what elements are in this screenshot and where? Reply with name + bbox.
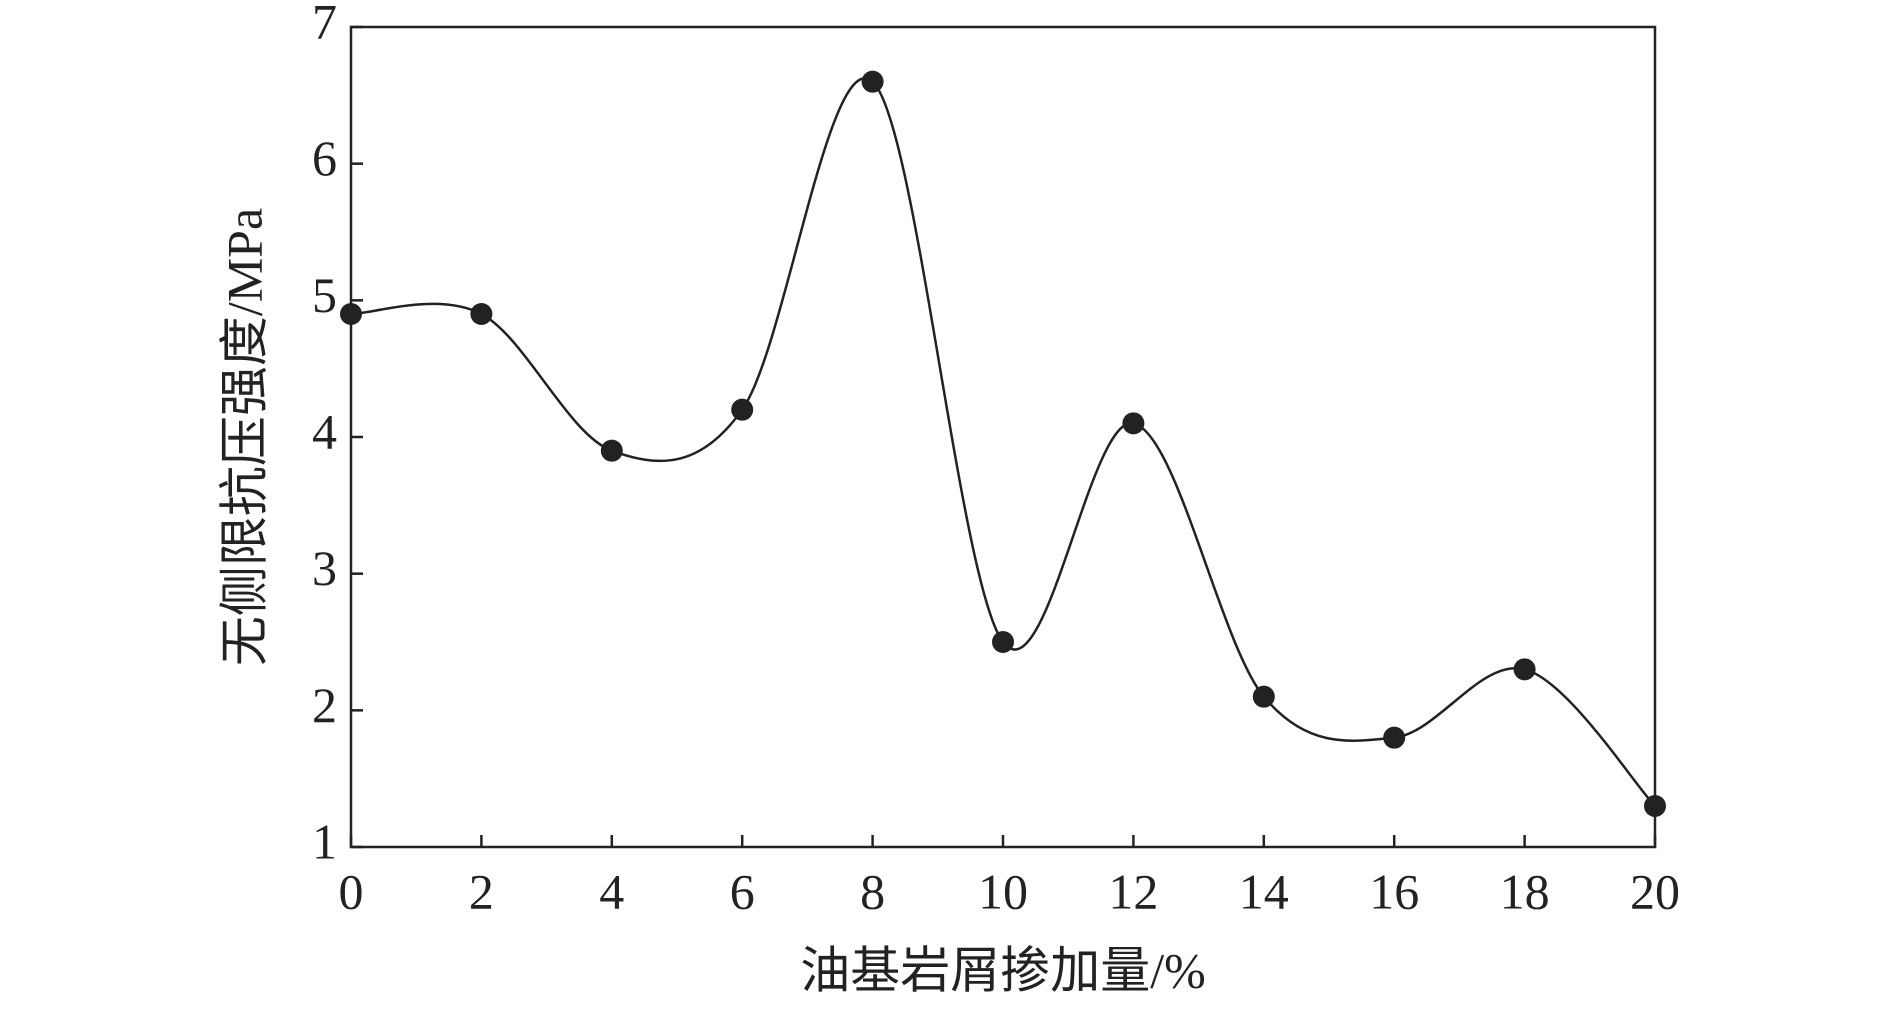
y-tick-label: 6 — [312, 130, 337, 186]
data-point — [470, 303, 493, 325]
y-tick-label: 4 — [312, 403, 337, 459]
data-point — [1122, 412, 1145, 435]
data-point — [1383, 726, 1406, 749]
y-tick-label: 3 — [312, 540, 337, 596]
x-tick-label: 8 — [860, 863, 885, 919]
x-tick-label: 6 — [730, 863, 755, 919]
data-point — [600, 439, 623, 462]
x-tick-label: 16 — [1369, 863, 1419, 919]
data-point — [731, 398, 754, 421]
plot-frame — [349, 25, 1657, 849]
x-tick-label: 0 — [339, 863, 364, 919]
data-point — [992, 631, 1014, 653]
y-tick-label: 1 — [312, 813, 337, 869]
x-axis-label: 油基岩屑掺加量/% — [800, 942, 1206, 998]
x-tick-label: 14 — [1239, 863, 1289, 919]
data-point — [1513, 658, 1536, 681]
data-point — [1644, 795, 1666, 817]
x-tick-label: 2 — [469, 863, 494, 919]
y-axis-label: 无侧限抗压强度/MPa — [216, 208, 272, 666]
data-point — [861, 70, 884, 93]
x-tick-label: 10 — [978, 863, 1028, 919]
data-point — [340, 303, 362, 325]
x-tick-label: 20 — [1630, 863, 1680, 919]
y-tick-label: 5 — [312, 267, 337, 323]
x-tick-label: 12 — [1108, 863, 1158, 919]
y-tick-label: 7 — [312, 0, 337, 49]
y-tick-label: 2 — [312, 677, 337, 733]
x-tick-label: 18 — [1500, 863, 1550, 919]
data-point — [1252, 685, 1275, 708]
x-tick-label: 4 — [599, 863, 624, 919]
series-line — [350, 77, 1656, 807]
